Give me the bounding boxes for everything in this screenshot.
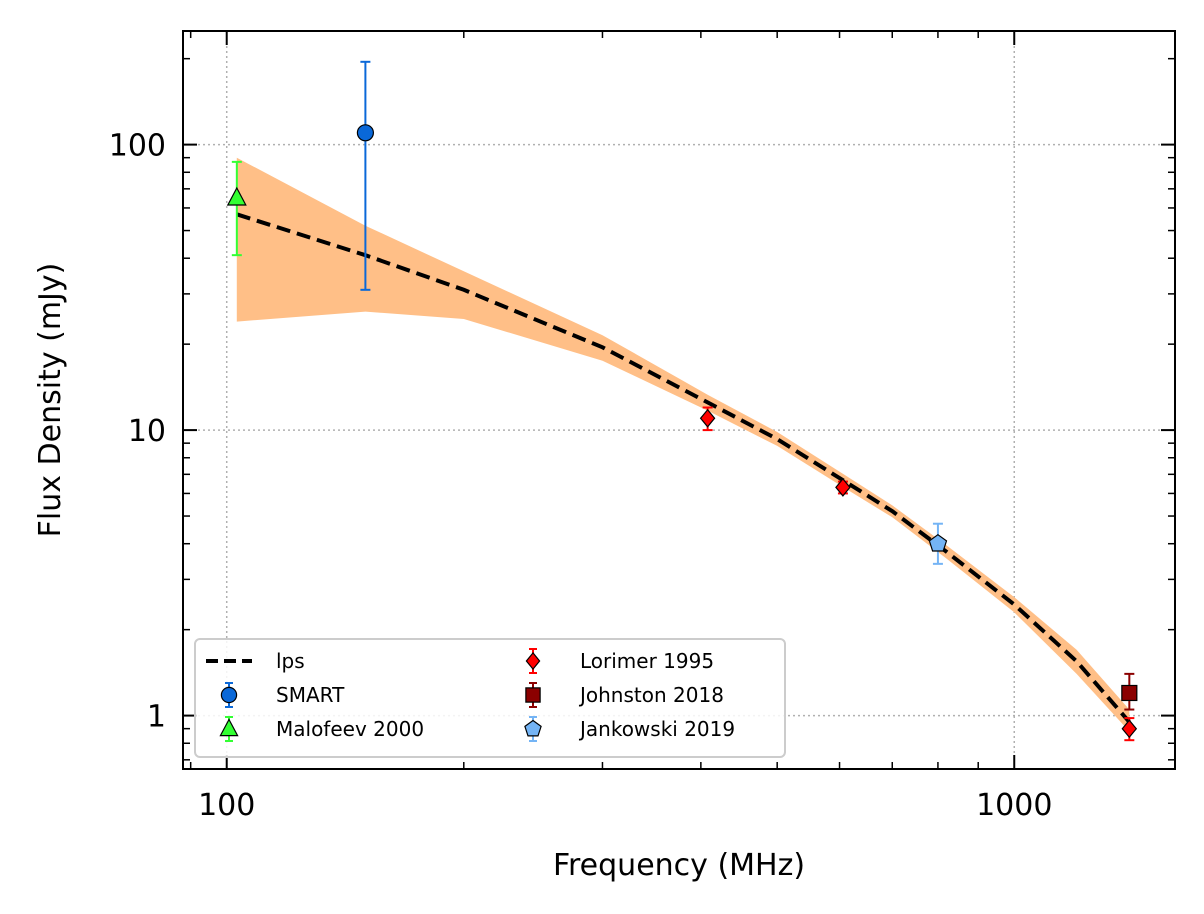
- y-axis-label: Flux Density (mJy): [33, 263, 68, 538]
- model-line: [236, 212, 1131, 724]
- plot-frame: [182, 30, 1176, 770]
- legend: lps SMART Malofeev 2000 Lorimer 1995 Johnsto…: [194, 638, 786, 758]
- model-band: [236, 157, 1130, 732]
- smart-point: [356, 124, 374, 142]
- lorimer-1995-point: [1121, 719, 1138, 739]
- y-tick-label: 100: [109, 129, 166, 164]
- lorimer-1995-point: [699, 408, 716, 428]
- lorimer-1995-point: [835, 477, 851, 497]
- y-tick-label: 1: [147, 700, 166, 735]
- legend-label-lorimer-1995: Lorimer 1995: [580, 649, 714, 673]
- legend-marker-lorimer-1995: [525, 651, 541, 671]
- legend-marker-smart: [220, 686, 238, 704]
- legend-box: [194, 638, 786, 758]
- y-tick-label: 10: [128, 414, 166, 449]
- legend-label-johnston-2018: Johnston 2018: [578, 683, 724, 707]
- x-tick-label: 1000: [976, 788, 1052, 823]
- data-points: [226, 60, 1138, 742]
- x-tick-label: 100: [198, 788, 255, 823]
- legend-marker-johnston-2018: [525, 687, 541, 703]
- legend-label-jankowski-2019: Jankowski 2019: [578, 717, 735, 741]
- x-axis-label: Frequency (MHz): [553, 848, 805, 883]
- legend-label-smart: SMART: [276, 683, 345, 707]
- legend-label-malofeev-2000: Malofeev 2000: [276, 717, 424, 741]
- legend-marker-jankowski-2019: [524, 719, 542, 737]
- malofeev-2000-point: [226, 186, 247, 206]
- model-uncertainty-band: [236, 157, 1130, 732]
- model-fit-line: [236, 212, 1131, 724]
- legend-label-lps: lps: [276, 649, 305, 673]
- legend-marker-malofeev-2000: [219, 718, 239, 737]
- johnston-2018-point: [1121, 684, 1138, 702]
- jankowski-2019-point: [928, 533, 948, 552]
